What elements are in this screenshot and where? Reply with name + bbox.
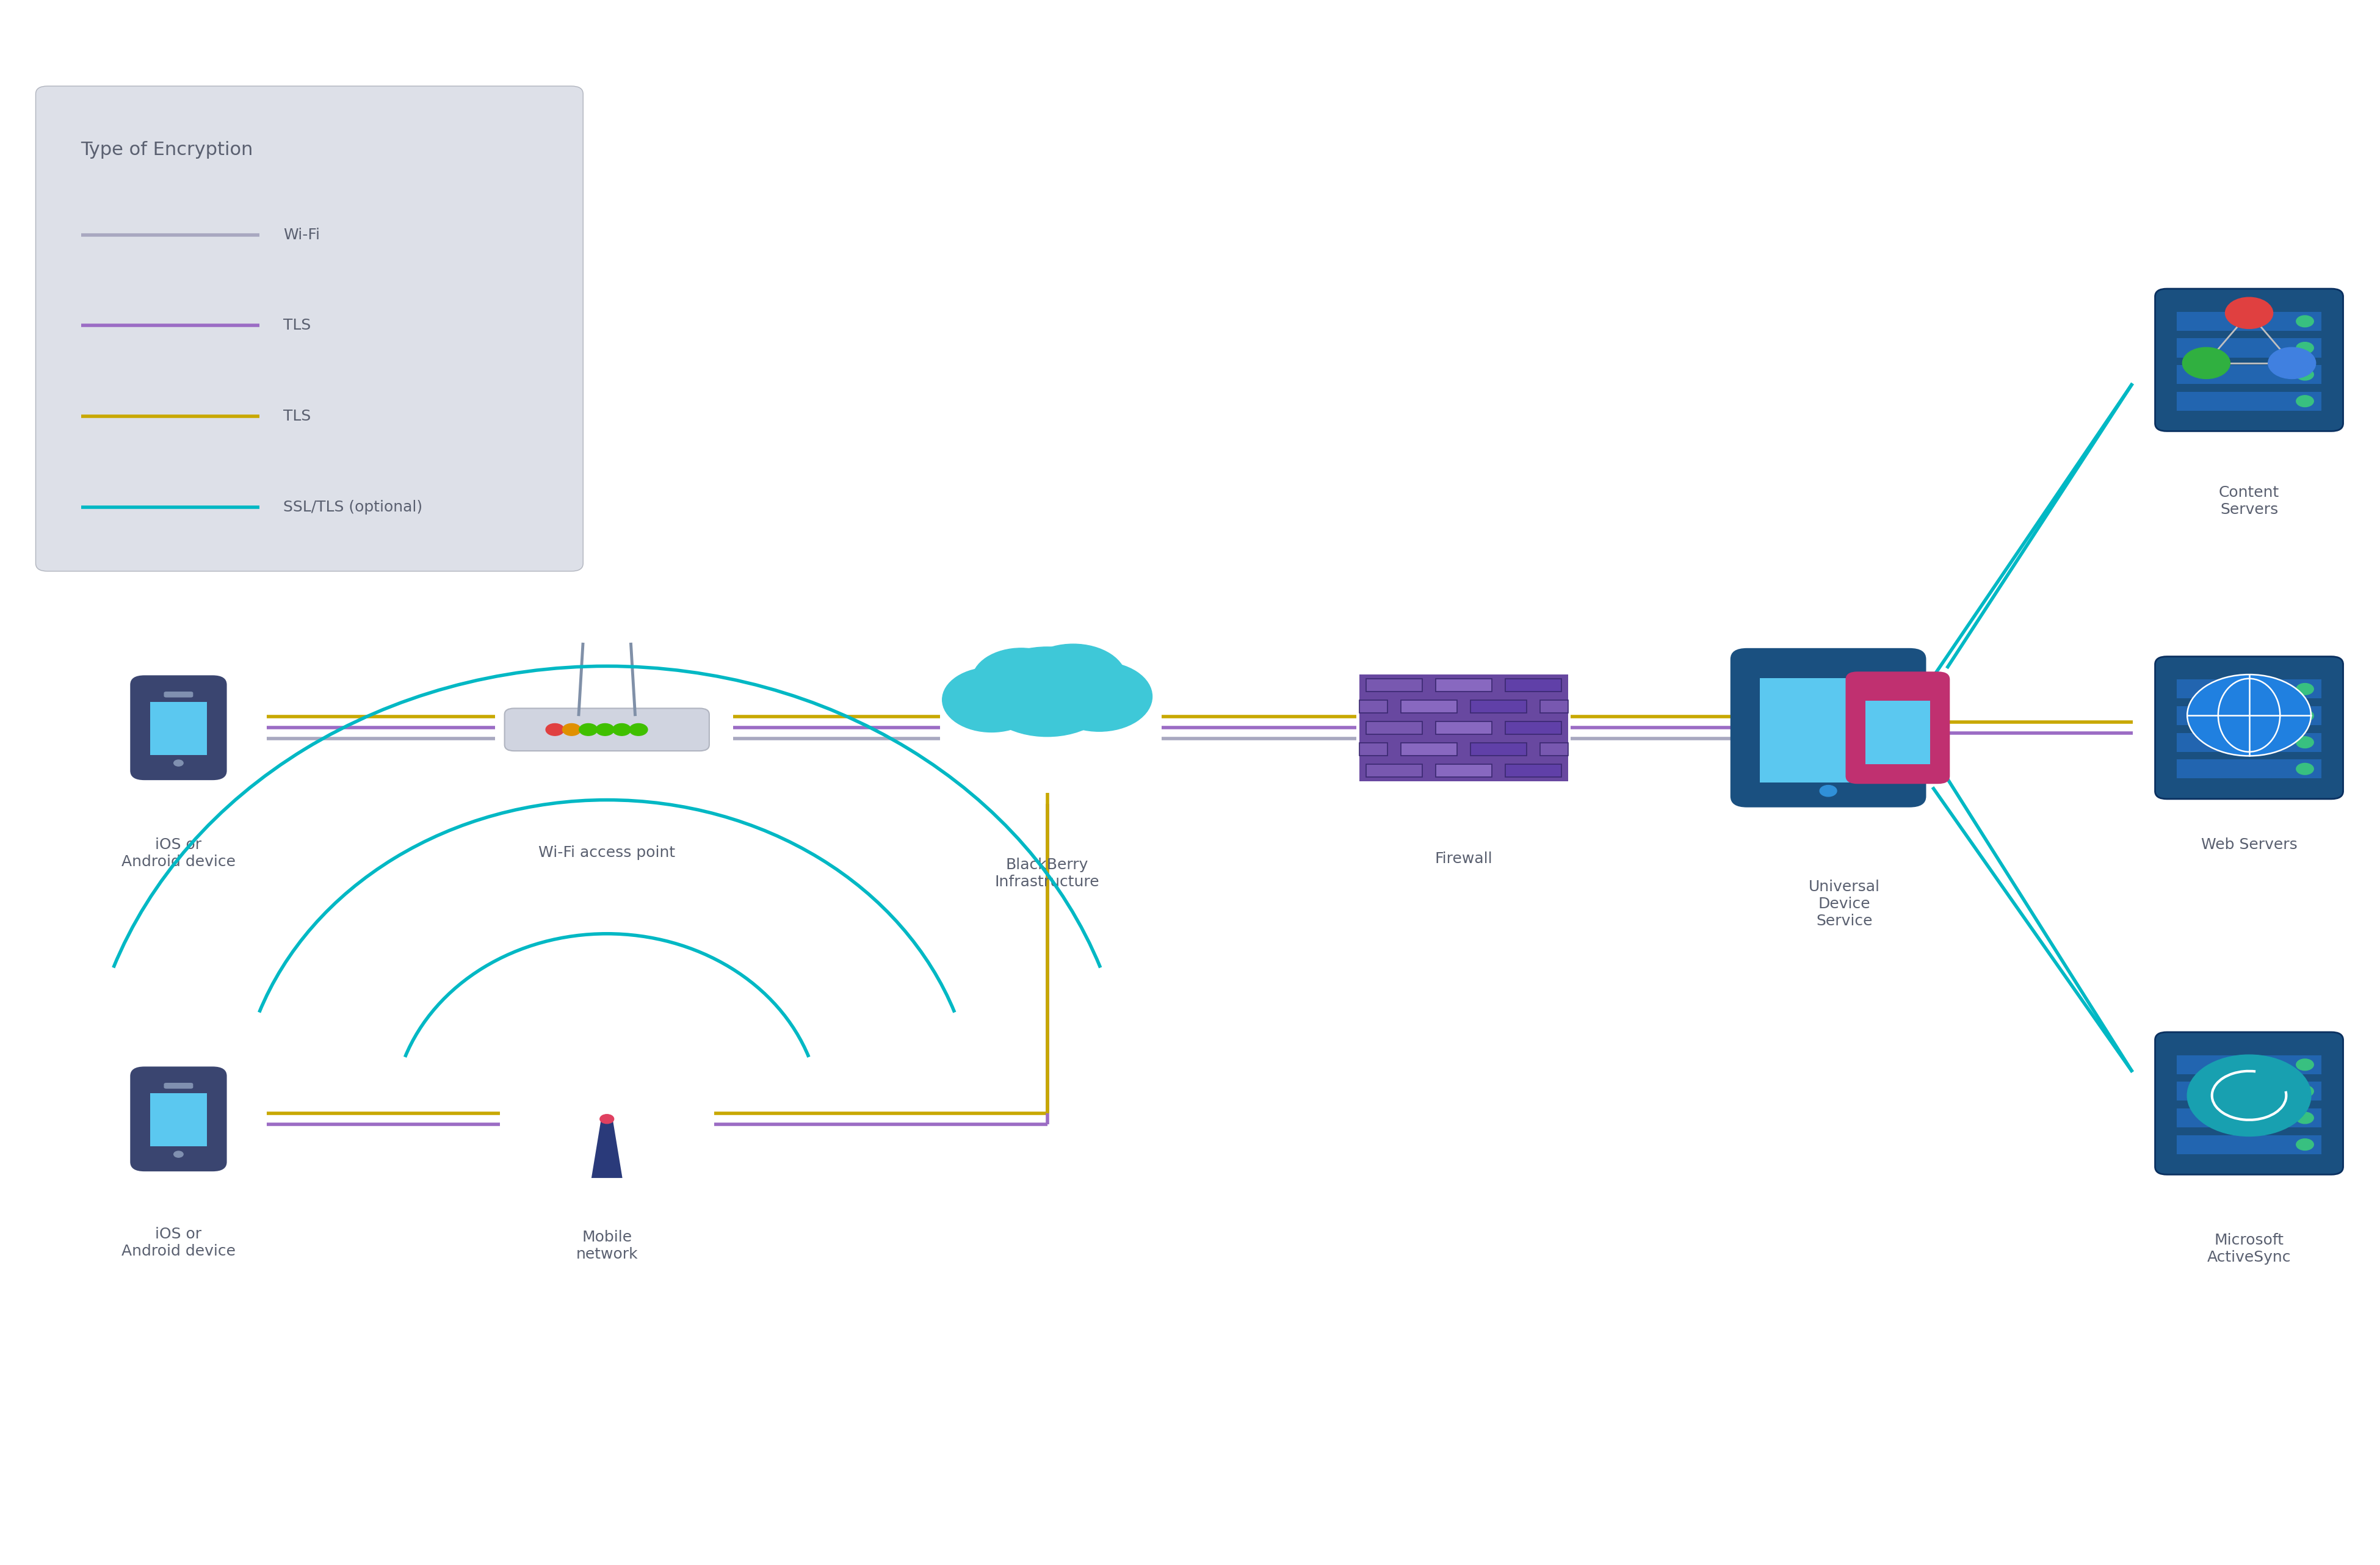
Circle shape xyxy=(562,723,581,736)
Bar xyxy=(2178,365,2320,383)
Circle shape xyxy=(2225,297,2273,329)
Circle shape xyxy=(600,1114,614,1124)
Text: Microsoft
ActiveSync: Microsoft ActiveSync xyxy=(2206,1233,2292,1265)
Circle shape xyxy=(971,648,1071,712)
Bar xyxy=(1402,743,1457,756)
Text: BlackBerry
Infrastructure: BlackBerry Infrastructure xyxy=(995,858,1100,889)
Text: iOS or
Android device: iOS or Android device xyxy=(121,1227,236,1258)
FancyBboxPatch shape xyxy=(1844,671,1949,784)
Bar xyxy=(2178,1108,2320,1127)
Bar xyxy=(1540,700,1568,712)
Circle shape xyxy=(2187,1055,2311,1136)
Text: Universal
Device
Service: Universal Device Service xyxy=(1809,880,1880,928)
FancyBboxPatch shape xyxy=(131,1067,226,1171)
Circle shape xyxy=(2297,396,2313,407)
Circle shape xyxy=(1821,786,1837,797)
Bar xyxy=(2178,679,2320,698)
Text: TLS: TLS xyxy=(283,318,312,333)
Bar xyxy=(1540,743,1568,756)
Circle shape xyxy=(595,723,614,736)
Circle shape xyxy=(1047,662,1152,731)
Bar xyxy=(1866,701,1930,764)
Bar xyxy=(1435,679,1492,692)
Bar xyxy=(1471,700,1526,712)
Bar xyxy=(1435,721,1492,734)
Circle shape xyxy=(1021,645,1126,714)
Circle shape xyxy=(628,723,647,736)
Circle shape xyxy=(2297,711,2313,721)
FancyBboxPatch shape xyxy=(2156,290,2342,432)
Bar xyxy=(2178,338,2320,357)
Circle shape xyxy=(2187,675,2311,756)
Circle shape xyxy=(2297,737,2313,748)
FancyBboxPatch shape xyxy=(131,676,226,779)
Text: Web Servers: Web Servers xyxy=(2202,837,2297,851)
Text: TLS: TLS xyxy=(283,408,312,424)
Bar xyxy=(1359,675,1568,781)
FancyBboxPatch shape xyxy=(36,86,583,571)
FancyBboxPatch shape xyxy=(164,692,193,698)
Circle shape xyxy=(978,646,1116,737)
Bar xyxy=(150,701,207,756)
Circle shape xyxy=(2297,1086,2313,1097)
FancyBboxPatch shape xyxy=(505,709,709,751)
Bar xyxy=(1402,700,1457,712)
Text: iOS or
Android device: iOS or Android device xyxy=(121,837,236,869)
FancyBboxPatch shape xyxy=(164,1083,193,1089)
Bar xyxy=(1761,678,1897,782)
Circle shape xyxy=(174,761,183,767)
Bar xyxy=(1504,764,1561,776)
Circle shape xyxy=(2297,316,2313,327)
Text: Firewall: Firewall xyxy=(1435,851,1492,865)
Circle shape xyxy=(2297,1113,2313,1124)
Circle shape xyxy=(2297,1139,2313,1150)
Circle shape xyxy=(2297,369,2313,380)
Text: Wi-Fi: Wi-Fi xyxy=(283,227,319,243)
Text: Type of Encryption: Type of Encryption xyxy=(81,141,252,158)
Bar xyxy=(1366,721,1423,734)
Bar xyxy=(1366,764,1423,776)
Bar xyxy=(1504,679,1561,692)
Bar xyxy=(2178,1135,2320,1153)
Bar xyxy=(150,1094,207,1147)
Text: Wi-Fi access point: Wi-Fi access point xyxy=(538,845,676,859)
Bar xyxy=(2178,1081,2320,1100)
Circle shape xyxy=(2297,684,2313,695)
Bar xyxy=(2178,1055,2320,1074)
Circle shape xyxy=(612,723,631,736)
Circle shape xyxy=(174,1152,183,1158)
Bar xyxy=(1504,721,1561,734)
Circle shape xyxy=(2297,764,2313,775)
Circle shape xyxy=(545,723,564,736)
Circle shape xyxy=(2182,347,2230,379)
Bar xyxy=(1359,743,1388,756)
Circle shape xyxy=(2297,1060,2313,1070)
FancyBboxPatch shape xyxy=(2156,1033,2342,1174)
Bar xyxy=(2178,706,2320,725)
Polygon shape xyxy=(590,1117,624,1178)
Bar xyxy=(2178,391,2320,410)
FancyBboxPatch shape xyxy=(1730,648,1925,808)
Circle shape xyxy=(2268,347,2316,379)
Circle shape xyxy=(578,723,597,736)
Bar xyxy=(1359,700,1388,712)
Bar xyxy=(1435,764,1492,776)
FancyBboxPatch shape xyxy=(2156,657,2342,798)
Text: Content
Servers: Content Servers xyxy=(2218,485,2280,516)
Circle shape xyxy=(942,667,1040,732)
Text: Mobile
network: Mobile network xyxy=(576,1230,638,1261)
Bar xyxy=(1471,743,1526,756)
Bar xyxy=(2178,311,2320,330)
Text: SSL/TLS (optional): SSL/TLS (optional) xyxy=(283,499,424,515)
Bar xyxy=(2178,732,2320,751)
Bar xyxy=(1366,679,1423,692)
Bar xyxy=(2178,759,2320,778)
Circle shape xyxy=(2297,343,2313,354)
